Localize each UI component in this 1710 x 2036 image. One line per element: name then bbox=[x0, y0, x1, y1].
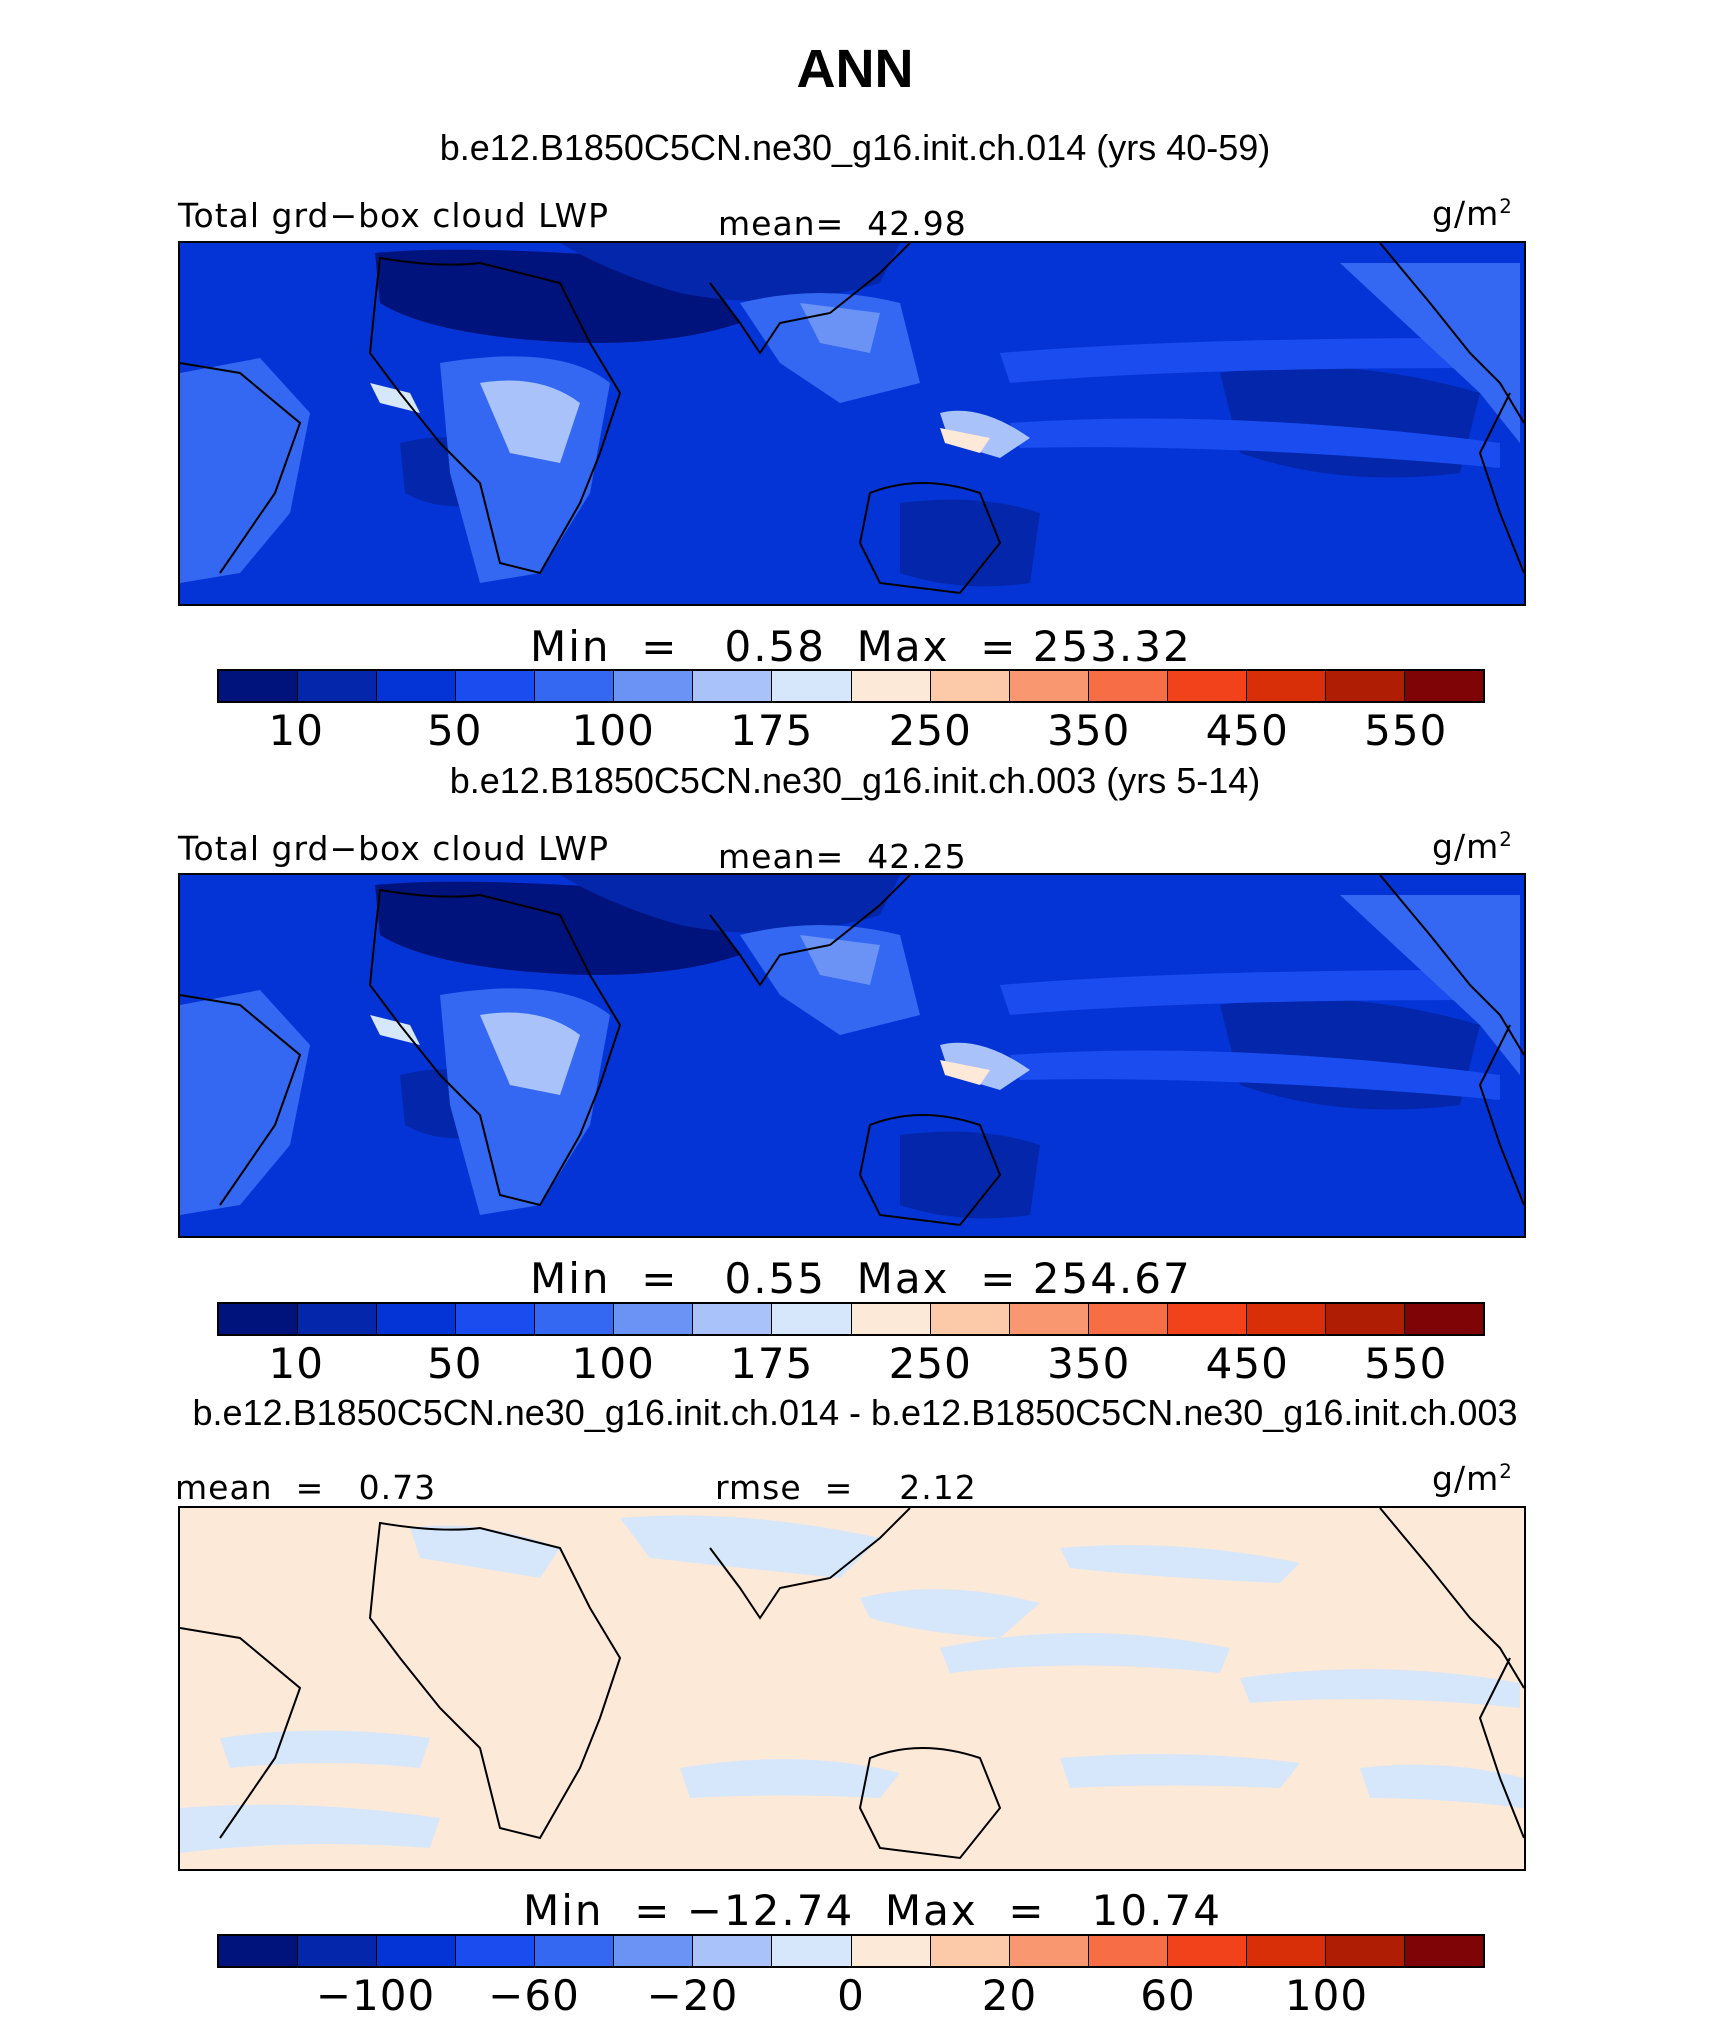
colorbar-box bbox=[1404, 671, 1483, 701]
panel1-new-guinea-max bbox=[940, 428, 990, 453]
colorbar-box bbox=[219, 1936, 299, 1966]
colorbar-box bbox=[772, 1936, 852, 1966]
colorbar-box bbox=[1088, 1936, 1168, 1966]
colorbar-box bbox=[614, 1936, 694, 1966]
colorbar-box bbox=[1325, 671, 1405, 701]
colorbar-box bbox=[1167, 1936, 1247, 1966]
colorbar-tick-label: 175 bbox=[730, 1339, 814, 1388]
colorbar-box bbox=[1325, 1936, 1405, 1966]
colorbar-box bbox=[1009, 1936, 1089, 1966]
colorbar-box bbox=[1167, 671, 1247, 701]
colorbar-box bbox=[1088, 1304, 1168, 1334]
colorbar-tick-label: 20 bbox=[981, 1971, 1038, 2020]
colorbar-box bbox=[456, 1304, 536, 1334]
panel3-mean-label: mean = 0.73 bbox=[175, 1468, 437, 1507]
panel1-minmax-label: Min = 0.58 Max = 253.32 bbox=[530, 622, 1192, 671]
colorbar-box bbox=[219, 1304, 299, 1334]
colorbar-tick-label: 50 bbox=[427, 1339, 483, 1388]
colorbar-box bbox=[1404, 1936, 1483, 1966]
colorbar-box bbox=[219, 671, 299, 701]
panel3-colorbar bbox=[217, 1934, 1485, 1968]
colorbar-tick-label: −100 bbox=[315, 1971, 436, 2020]
colorbar-tick-label: 100 bbox=[571, 1339, 655, 1388]
colorbar-box bbox=[1167, 1304, 1247, 1334]
panel3-rmse-label: rmse = 2.12 bbox=[715, 1468, 977, 1507]
colorbar-tick-label: 450 bbox=[1205, 706, 1289, 755]
colorbar-box bbox=[930, 671, 1010, 701]
colorbar-tick-label: 350 bbox=[1047, 706, 1131, 755]
panel2-mean-label: mean= 42.25 bbox=[718, 837, 967, 876]
panel1-mean-label: mean= 42.98 bbox=[718, 204, 967, 243]
colorbar-tick-label: −20 bbox=[646, 1971, 739, 2020]
colorbar-tick-label: 0 bbox=[837, 1971, 865, 2020]
colorbar-box bbox=[1246, 1936, 1326, 1966]
colorbar-tick-label: 250 bbox=[888, 1339, 972, 1388]
colorbar-tick-label: 10 bbox=[268, 1339, 324, 1388]
colorbar-box bbox=[614, 1304, 694, 1334]
colorbar-box bbox=[1325, 1304, 1405, 1334]
panel2-map-field bbox=[180, 875, 1524, 1236]
panel3-units: g/m2 bbox=[1432, 1459, 1513, 1498]
panel2-colorbar bbox=[217, 1302, 1485, 1336]
colorbar-box bbox=[377, 671, 457, 701]
colorbar-box bbox=[456, 671, 536, 701]
colorbar-box bbox=[693, 671, 773, 701]
panel2-map bbox=[178, 873, 1526, 1238]
panel3-map-field bbox=[180, 1508, 1524, 1869]
colorbar-box bbox=[377, 1936, 457, 1966]
panel1-variable-label: Total grd−box cloud LWP bbox=[178, 196, 609, 235]
colorbar-box bbox=[851, 1936, 931, 1966]
colorbar-box bbox=[535, 1304, 615, 1334]
colorbar-tick-label: 10 bbox=[268, 706, 324, 755]
colorbar-box bbox=[377, 1304, 457, 1334]
colorbar-box bbox=[851, 671, 931, 701]
panel1-map bbox=[178, 241, 1526, 606]
colorbar-tick-label: 450 bbox=[1205, 1339, 1289, 1388]
colorbar-tick-label: 100 bbox=[1284, 1971, 1369, 2020]
panel2-variable-label: Total grd−box cloud LWP bbox=[178, 829, 609, 868]
colorbar-box bbox=[456, 1936, 536, 1966]
colorbar-box bbox=[298, 1936, 378, 1966]
panel1-map-field bbox=[180, 243, 1524, 604]
colorbar-box bbox=[930, 1304, 1010, 1334]
colorbar-box bbox=[1009, 1304, 1089, 1334]
figure-title: ANN bbox=[796, 39, 914, 99]
colorbar-box bbox=[851, 1304, 931, 1334]
colorbar-box bbox=[1088, 671, 1168, 701]
colorbar-tick-label: 175 bbox=[730, 706, 814, 755]
colorbar-box bbox=[772, 671, 852, 701]
colorbar-tick-label: 60 bbox=[1140, 1971, 1196, 2020]
colorbar-box bbox=[693, 1936, 773, 1966]
colorbar-box bbox=[772, 1304, 852, 1334]
colorbar-tick-label: 50 bbox=[427, 706, 483, 755]
colorbar-box bbox=[614, 671, 694, 701]
colorbar-box bbox=[298, 671, 378, 701]
colorbar-box bbox=[298, 1304, 378, 1334]
colorbar-box bbox=[535, 671, 615, 701]
colorbar-box bbox=[1404, 1304, 1483, 1334]
colorbar-tick-label: 100 bbox=[571, 706, 655, 755]
colorbar-tick-label: −60 bbox=[488, 1971, 580, 2020]
panel2-minmax-label: Min = 0.55 Max = 254.67 bbox=[530, 1254, 1192, 1303]
colorbar-box bbox=[535, 1936, 615, 1966]
colorbar-box bbox=[693, 1304, 773, 1334]
panel1-units: g/m2 bbox=[1432, 194, 1513, 233]
colorbar-box bbox=[1246, 1304, 1326, 1334]
panel3-map bbox=[178, 1506, 1526, 1871]
panel1-case-title: b.e12.B1850C5CN.ne30_g16.init.ch.014 (yr… bbox=[439, 127, 1271, 168]
panel1-colorbar bbox=[217, 669, 1485, 703]
panel2-case-title: b.e12.B1850C5CN.ne30_g16.init.ch.003 (yr… bbox=[449, 760, 1261, 801]
colorbar-tick-label: 350 bbox=[1047, 1339, 1131, 1388]
colorbar-tick-label: 550 bbox=[1364, 706, 1448, 755]
panel3-minmax-label: Min = −12.74 Max = 10.74 bbox=[523, 1886, 1222, 1935]
colorbar-tick-label: 550 bbox=[1364, 1339, 1448, 1388]
panel3-case-title: b.e12.B1850C5CN.ne30_g16.init.ch.014 - b… bbox=[192, 1392, 1518, 1433]
colorbar-box bbox=[930, 1936, 1010, 1966]
panel2-units: g/m2 bbox=[1432, 827, 1513, 866]
colorbar-box bbox=[1246, 671, 1326, 701]
colorbar-box bbox=[1009, 671, 1089, 701]
colorbar-tick-label: 250 bbox=[888, 706, 972, 755]
